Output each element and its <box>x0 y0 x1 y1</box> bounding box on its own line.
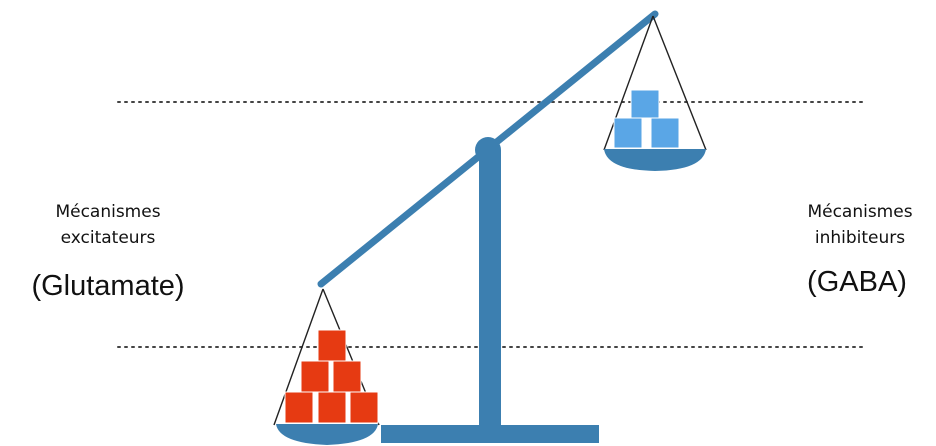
inhibitory-label-group: Mécanismes inhibiteurs (GABA) <box>790 199 930 298</box>
left-pan <box>276 424 378 445</box>
inhibitory-block <box>613 117 643 149</box>
scale-pivot <box>475 137 501 163</box>
inhibitory-block <box>650 117 680 149</box>
left-pan-string <box>273 288 324 426</box>
right-pan <box>604 149 706 171</box>
inhibitory-line1: Mécanismes <box>807 202 913 222</box>
right-pan-string <box>603 15 654 151</box>
excitatory-line1: Mécanismes <box>55 202 161 222</box>
inhibitory-blocks <box>613 89 680 149</box>
inhibitory-line2: inhibiteurs <box>814 228 906 248</box>
excitatory-block <box>284 391 314 424</box>
excitatory-block <box>349 391 379 424</box>
glutamate-label: (Glutamate) <box>31 270 185 302</box>
excitatory-block <box>317 391 347 424</box>
excitatory-line2: excitateurs <box>60 228 156 248</box>
excitatory-label-group: Mécanismes excitateurs (Glutamate) <box>18 199 198 302</box>
excitatory-block <box>317 329 347 362</box>
right-pan-string <box>652 15 707 151</box>
excitatory-block <box>332 360 362 393</box>
scale-post <box>479 150 501 427</box>
excitatory-block <box>300 360 330 393</box>
excitatory-blocks <box>284 329 379 424</box>
inhibitory-block <box>630 89 660 119</box>
gaba-label: (GABA) <box>807 266 907 298</box>
scale-base <box>381 425 599 443</box>
